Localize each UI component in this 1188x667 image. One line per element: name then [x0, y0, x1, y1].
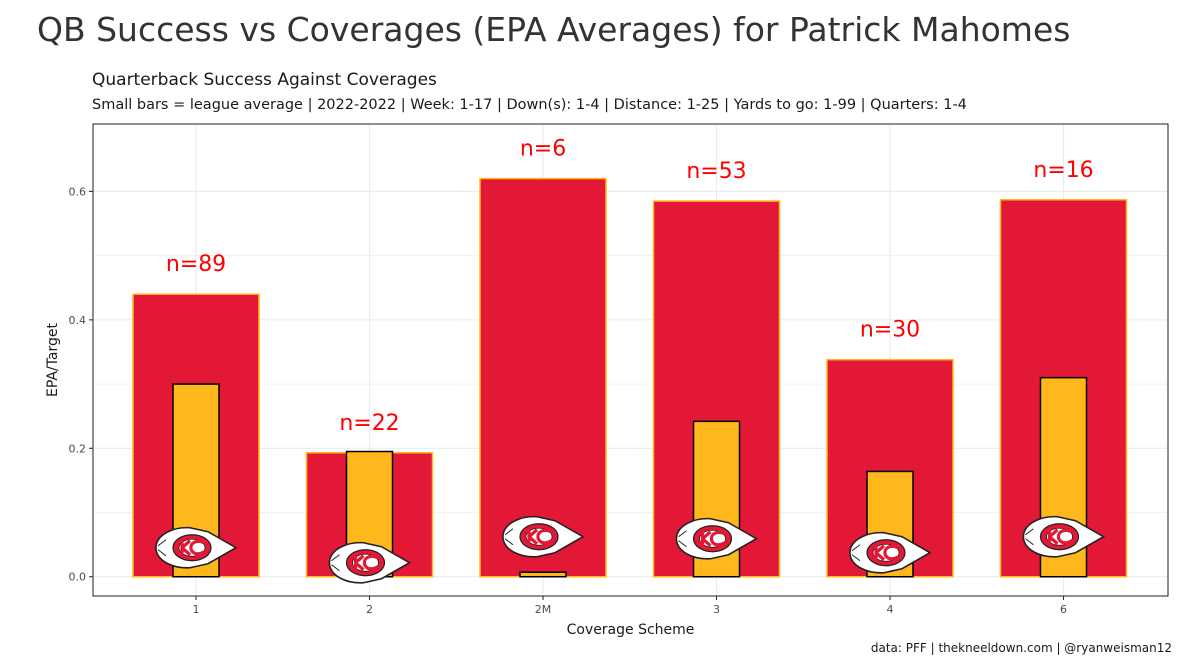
- y-tick-label: 0.2: [69, 442, 87, 455]
- league-average-bar: [519, 571, 567, 578]
- sample-size-label: n=22: [339, 411, 399, 436]
- y-tick-label: 0.4: [69, 314, 87, 327]
- chart-title: Quarterback Success Against Coverages: [92, 70, 437, 90]
- sample-size-label: n=89: [166, 252, 226, 277]
- x-axis-title: Coverage Scheme: [567, 622, 695, 638]
- x-tick-label: 2M: [535, 603, 552, 616]
- x-tick-label: 4: [887, 603, 894, 616]
- chart-subtitle: Small bars = league average | 2022-2022 …: [92, 97, 967, 113]
- y-tick-label: 0.6: [69, 185, 87, 198]
- player-bar: [479, 177, 607, 578]
- page-title: QB Success vs Coverages (EPA Averages) f…: [37, 10, 1071, 49]
- y-axis-title: EPA/Target: [45, 322, 61, 397]
- caption: data: PFF | thekneeldown.com | @ryanweis…: [870, 641, 1172, 655]
- sample-size-label: n=30: [860, 318, 920, 343]
- x-tick-label: 3: [713, 603, 720, 616]
- panel-background: [93, 124, 1168, 596]
- x-tick-label: 2: [366, 603, 373, 616]
- panel-border: [92, 123, 1169, 597]
- x-tick-label: 1: [193, 603, 200, 616]
- x-tick-label: 6: [1060, 603, 1067, 616]
- sample-size-label: n=53: [686, 159, 746, 184]
- plot-panel: [93, 124, 1168, 596]
- sample-size-label: n=6: [520, 137, 566, 162]
- y-tick-label: 0.0: [69, 571, 87, 584]
- sample-size-label: n=16: [1033, 158, 1093, 183]
